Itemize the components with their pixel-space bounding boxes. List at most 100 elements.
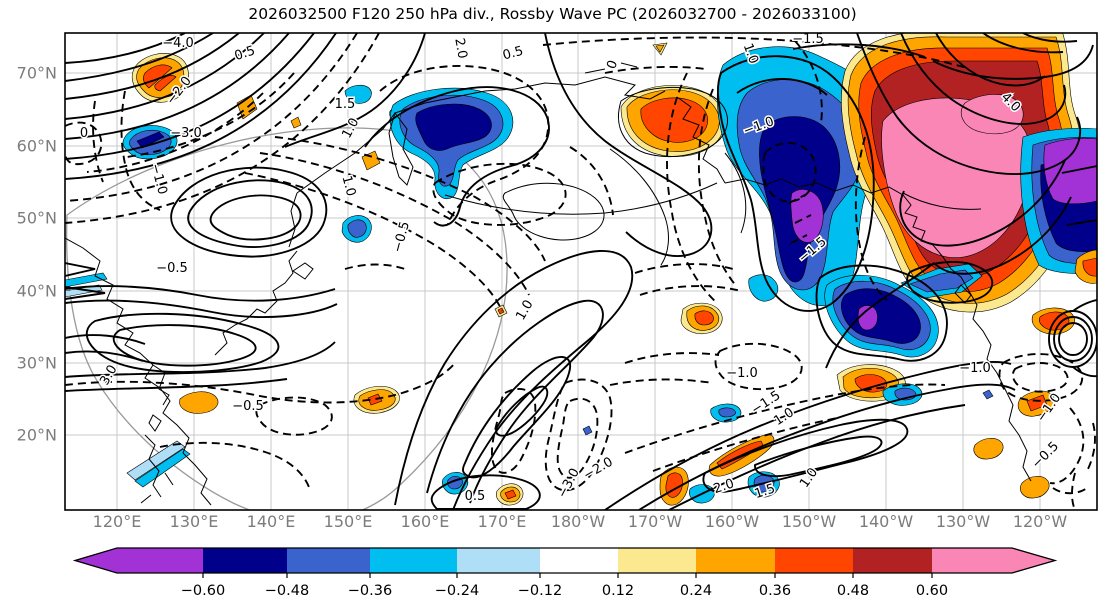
- filled-anomaly-region: [640, 97, 709, 143]
- map-frame: [64, 32, 1098, 511]
- contour-line-solid: [364, 86, 550, 227]
- contour-line-dashed: [697, 88, 738, 288]
- contour-line-dashed: [1049, 407, 1085, 485]
- contour-line-dashed: [652, 417, 838, 472]
- contour-line-solid: [604, 360, 1012, 510]
- contour-line-solid: [1048, 310, 1097, 368]
- contour-line-dashed: [556, 397, 599, 479]
- filled-anomaly-region: [179, 391, 219, 414]
- contour-line-dashed: [244, 172, 503, 312]
- filled-anomaly-region: [655, 44, 665, 53]
- contour-line-solid: [65, 299, 338, 318]
- contour-line-dashed: [491, 388, 537, 474]
- colorbar-tick-label: 0.36: [759, 583, 791, 599]
- colorbar-tick-label: −0.12: [518, 583, 562, 599]
- colorbar-left-arrow: [75, 548, 117, 573]
- contour-label: −1.0: [726, 366, 758, 381]
- contour-line-solid: [1022, 33, 1078, 43]
- contour-line-solid: [65, 378, 288, 392]
- filled-anomaly-region: [347, 219, 367, 238]
- filled-anomaly-region: [960, 94, 1024, 135]
- contour-line-solid: [906, 260, 994, 304]
- filled-anomaly-region: [982, 389, 994, 400]
- contour-line-solid: [65, 33, 265, 120]
- lon-tick-label: 170°W: [628, 512, 683, 531]
- contour-line-solid: [65, 33, 214, 82]
- colorbar-segment: [457, 548, 540, 573]
- contour-line-solid: [65, 33, 186, 64]
- contour-line-solid: [856, 33, 1081, 175]
- contour-line-solid: [754, 435, 883, 478]
- lon-tick-label: 120°E: [93, 512, 142, 531]
- contour-line-dashed: [120, 90, 161, 211]
- contour-line-dashed: [274, 136, 546, 262]
- filled-anomaly-region: [497, 307, 505, 315]
- filled-anomaly-region: [367, 393, 383, 406]
- lon-tick-label: 150°W: [782, 512, 837, 531]
- contour-line-solid: [65, 285, 336, 302]
- contour-line-dashed: [624, 352, 720, 364]
- contour-line-solid: [792, 43, 926, 58]
- coastline: [152, 364, 170, 406]
- coastline: [394, 76, 666, 114]
- colorbar-tick-label: 0.60: [916, 583, 948, 599]
- coastline: [388, 111, 414, 186]
- colorbar-segment: [775, 548, 853, 573]
- colorbar-segment: [696, 548, 775, 573]
- contour-line-dashed: [126, 72, 295, 158]
- contour-line-dashed: [259, 152, 530, 296]
- contour-line-dashed: [65, 121, 103, 166]
- contour-line-dashed: [1052, 487, 1088, 495]
- contour-line-dashed: [344, 263, 406, 270]
- contour-label: 0.5: [465, 489, 486, 504]
- contour-line-solid: [187, 179, 313, 248]
- lat-tick-label: 40°N: [17, 282, 57, 301]
- contour-label: −1.0: [959, 361, 991, 376]
- filled-anomaly-region: [973, 438, 1004, 460]
- contour-line-solid: [1061, 165, 1097, 174]
- lon-tick-label: 140°E: [247, 512, 296, 531]
- lat-tick-label: 20°N: [17, 426, 57, 445]
- filled-anomaly-region: [504, 489, 517, 500]
- contour-line-solid: [933, 196, 1072, 275]
- contour-line-dashed: [65, 362, 456, 404]
- colorbar: −0.60 −0.48 −0.36 −0.24 −0.12 0.12 0.24 0.36 0.4…: [72, 547, 1058, 599]
- coastline: [292, 262, 314, 280]
- lon-tick-label: 130°W: [936, 512, 991, 531]
- filled-anomaly-region: [290, 116, 302, 129]
- contour-line-solid: [982, 33, 1064, 54]
- contour-line-dashed: [92, 100, 104, 183]
- contour-line-solid: [702, 418, 909, 493]
- contour-line-dashed: [255, 396, 333, 436]
- contour-line-dashed: [762, 141, 817, 203]
- contour-line-dashed: [569, 146, 614, 216]
- colorbar-tick-label: 0.48: [837, 583, 869, 599]
- lon-tick-label: 140°W: [859, 512, 914, 531]
- colorbar-tick-label: −0.36: [348, 583, 392, 599]
- contour-line-solid: [209, 194, 302, 241]
- contour-line-solid: [668, 404, 966, 510]
- coastline: [214, 250, 298, 356]
- contour-line-dashed: [1071, 472, 1076, 510]
- colorbar-segment: [853, 548, 932, 573]
- contour-line-solid: [65, 334, 146, 345]
- contour-line-dashed: [788, 194, 806, 204]
- contour-line-dashed: [624, 383, 946, 454]
- lat-tick-label: 70°N: [17, 64, 57, 83]
- contour-line-dashed: [794, 214, 812, 224]
- colorbar-segment: [932, 548, 1012, 573]
- contour-line-dashed: [65, 33, 358, 202]
- lon-tick-label: 150°E: [324, 512, 373, 531]
- filled-anomaly-region: [857, 305, 878, 331]
- lon-tick-label: 170°E: [478, 512, 527, 531]
- filled-anomaly-region: [1082, 257, 1097, 277]
- lon-tick-label: 160°W: [705, 512, 760, 531]
- colorbar-tick-label: 0.24: [680, 583, 712, 599]
- filled-anomaly-region: [718, 407, 736, 418]
- contour-line-solid: [426, 299, 604, 504]
- contour-line-solid: [638, 383, 1016, 510]
- contour-label: −0.5: [156, 261, 188, 276]
- coastline: [584, 62, 638, 74]
- contour-line-solid: [170, 166, 328, 258]
